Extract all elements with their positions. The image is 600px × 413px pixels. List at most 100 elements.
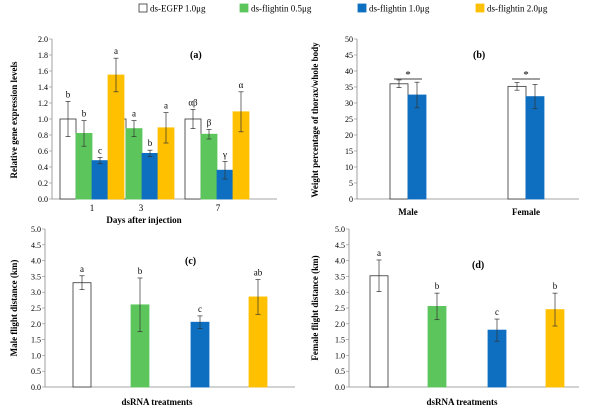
bar [72, 282, 92, 388]
y-axis-label: Male flight distance (km) [9, 260, 19, 357]
y-tick-label: 1.6 [38, 67, 48, 76]
bar [125, 128, 143, 200]
y-tick-label: 4.5 [31, 241, 41, 250]
legend-swatch [138, 3, 148, 13]
y-tick-label: 1.5 [31, 336, 41, 345]
y-tick-label: 15 [345, 147, 353, 156]
y-tick-label: 50 [345, 35, 353, 44]
y-tick-label: 3.5 [31, 272, 41, 281]
significance-label: a [132, 109, 136, 119]
y-tick-label: 0.5 [335, 367, 345, 376]
legend-label: ds-flightin 1.0μg [369, 4, 430, 14]
y-tick-label: 2.5 [335, 304, 345, 313]
bar [200, 133, 218, 200]
bar [525, 96, 545, 200]
significance-star: * [523, 69, 529, 81]
panel-label: (b) [473, 50, 485, 61]
significance-label: a [114, 46, 118, 56]
y-tick-label: 45 [345, 51, 353, 60]
significance-label: b [435, 281, 440, 291]
x-axis-label: Days after injection [106, 215, 181, 225]
significance-label: c [198, 304, 202, 314]
significance-label: γ [222, 149, 227, 159]
panel-label: (c) [185, 256, 196, 267]
y-tick-label: 0.6 [38, 147, 48, 156]
x-tick-label: 7 [216, 203, 221, 213]
y-tick-label: 3.0 [31, 288, 41, 297]
significance-label: a [377, 248, 381, 258]
y-axis-label: Relative gene expression levels [9, 61, 19, 179]
chart-a: 0.0 0.2 0.4 0.6 0.8 1.0 1.2 1.4 1.6 1.8 2.0 b a αβ b a β… [9, 35, 277, 225]
bar [407, 94, 427, 200]
significance-star: * [405, 69, 411, 81]
y-axis-label: Weight percentage of thorax/whole body [310, 42, 320, 198]
y-tick-label: 10 [345, 163, 353, 172]
y-tick-label: 0.5 [31, 367, 41, 376]
bar [141, 152, 159, 200]
significance-label: β [207, 117, 212, 127]
y-tick-label: 30 [345, 99, 353, 108]
y-tick-label: 1.0 [31, 351, 41, 360]
x-tick-label: 1 [90, 203, 95, 213]
bar [389, 83, 409, 200]
y-tick-label: 0.8 [38, 131, 48, 140]
y-tick-label: 0.0 [335, 383, 345, 392]
y-tick-label: 35 [345, 83, 353, 92]
y-tick-label: 1.5 [335, 336, 345, 345]
x-axis-label: dsRNA treatments [426, 397, 498, 407]
bar [369, 275, 389, 388]
chart-c: 0.00.51.01.52.02.53.03.54.04.55.0a bcabds… [9, 225, 295, 407]
significance-label: b [138, 266, 143, 276]
y-tick-label: 1.2 [38, 99, 48, 108]
y-tick-label: 20 [345, 131, 353, 140]
legend-swatch [239, 3, 249, 13]
y-tick-label: 0.0 [38, 195, 48, 204]
significance-label: αβ [188, 97, 198, 107]
legend-label: ds-flightin 0.5μg [251, 4, 312, 14]
panel-label: (d) [472, 260, 484, 271]
y-tick-label: 1.4 [38, 83, 48, 92]
significance-label: ab [254, 268, 263, 278]
x-tick-label: Male [398, 207, 418, 217]
significance-label: b [82, 109, 87, 119]
significance-label: α [239, 80, 244, 90]
chart-b: 0 5 10 15 20 25 30 35 40 45 50 * * Male Female Weight p… [310, 35, 579, 217]
y-tick-label: 2.5 [31, 304, 41, 313]
bar [507, 85, 527, 200]
bar [190, 321, 210, 388]
y-tick-label: 2.0 [31, 320, 41, 329]
x-tick-label: 3 [139, 203, 144, 213]
y-tick-label: 4.5 [335, 241, 345, 250]
x-tick-label: Female [512, 207, 540, 217]
y-axis-label: Female flight distance (km) [310, 255, 320, 360]
y-tick-label: 5 [349, 179, 353, 188]
significance-label: b [553, 281, 558, 291]
y-tick-label: 0.4 [38, 163, 48, 172]
y-tick-label: 0 [349, 195, 353, 204]
significance-label: c [98, 145, 102, 155]
bar [107, 74, 125, 200]
significance-label: b [148, 138, 153, 148]
y-tick-label: 40 [345, 67, 353, 76]
significance-label: c [495, 307, 499, 317]
legend-swatch [357, 3, 367, 13]
y-tick-label: 1.0 [38, 115, 48, 124]
legend-label: ds-EGFP 1.0μg [150, 4, 206, 14]
y-tick-label: 1.0 [335, 351, 345, 360]
y-tick-label: 1.8 [38, 51, 48, 60]
legend-label: ds-flightin 2.0μg [487, 4, 548, 14]
y-tick-label: 2.0 [335, 320, 345, 329]
legend: ds-EGFP 1.0μg ds-flightin 0.5μg ds-flighti… [138, 3, 548, 14]
legend-swatch [475, 3, 485, 13]
x-axis-label: dsRNA treatments [121, 397, 193, 407]
y-tick-label: 5.0 [31, 225, 41, 234]
y-tick-label: 4.0 [335, 257, 345, 266]
y-tick-label: 0.2 [38, 179, 48, 188]
bar [184, 118, 202, 200]
significance-label: a [164, 101, 168, 111]
y-tick-label: 5.0 [335, 225, 345, 234]
y-tick-label: 0.0 [31, 383, 41, 392]
y-tick-label: 3.0 [335, 288, 345, 297]
y-tick-label: 25 [345, 115, 353, 124]
